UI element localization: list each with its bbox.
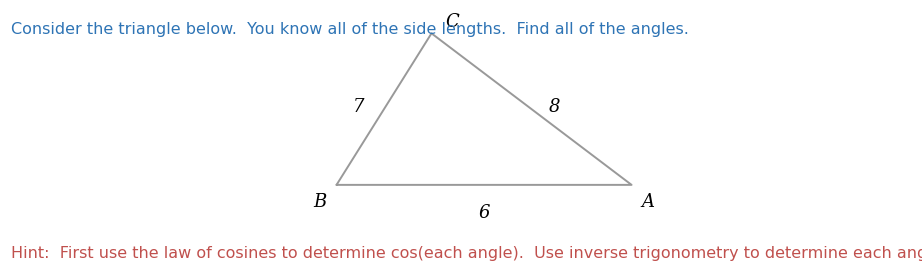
Text: A: A	[642, 193, 655, 210]
Text: 6: 6	[479, 204, 490, 222]
Text: Consider the triangle below.  You know all of the side lengths.  Find all of the: Consider the triangle below. You know al…	[11, 22, 689, 37]
Text: B: B	[313, 193, 326, 210]
Text: Hint:  First use the law of cosines to determine cos(each angle).  Use inverse t: Hint: First use the law of cosines to de…	[11, 246, 922, 261]
Text: C: C	[445, 13, 458, 31]
Text: 8: 8	[549, 98, 560, 116]
Text: 7: 7	[353, 98, 364, 116]
